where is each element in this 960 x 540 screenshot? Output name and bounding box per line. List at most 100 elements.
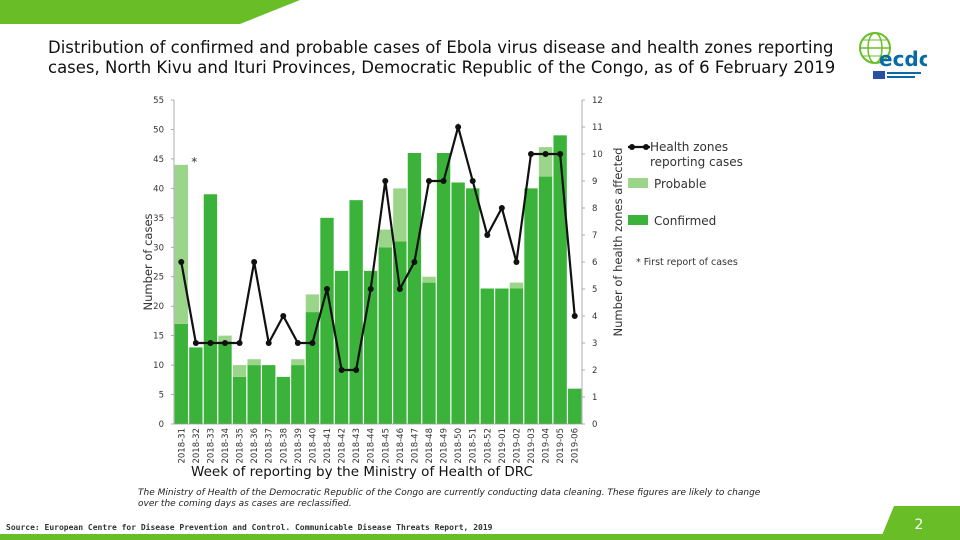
x-tick-label: 2018-51 — [469, 428, 479, 464]
bar-confirmed — [334, 270, 349, 424]
health-zones-point — [309, 340, 316, 346]
health-zones-line — [180, 122, 576, 372]
health-zones-point — [236, 340, 243, 346]
legend-probable-label: Probable — [654, 177, 706, 191]
health-zones-point — [557, 151, 564, 157]
x-tick-label: 2018-39 — [294, 428, 304, 464]
x-tick-label: 2018-36 — [250, 428, 260, 464]
health-zones-point — [498, 205, 505, 211]
health-zones-point — [280, 313, 287, 319]
x-tick-label: 2019-04 — [542, 428, 552, 464]
health-zones-point — [353, 367, 360, 373]
x-tick-label: 2019-01 — [498, 428, 508, 464]
legend-health-zones-label-1: Health zones — [650, 140, 728, 154]
page-corner — [880, 506, 960, 540]
x-tick-label: 2019-03 — [527, 428, 537, 464]
bar-confirmed — [189, 347, 203, 424]
health-zones-point — [207, 340, 214, 346]
health-zones-point — [440, 178, 447, 184]
x-tick-label: 2019-06 — [571, 428, 581, 464]
bottom-bar — [0, 534, 960, 540]
x-tick-label: 2018-33 — [206, 428, 216, 464]
y2-tick-label: 12 — [592, 96, 603, 106]
x-tick-label: 2018-38 — [279, 428, 289, 464]
bar-probable — [393, 188, 407, 242]
bar-confirmed — [305, 312, 320, 424]
y-tick-label: 55 — [153, 96, 164, 106]
bar-probable — [291, 359, 305, 366]
y2-tick-label: 1 — [592, 393, 597, 403]
y-tick-label: 5 — [159, 391, 164, 401]
health-zones-point — [222, 340, 228, 346]
bar-confirmed — [291, 365, 305, 424]
x-tick-label: 2018-48 — [425, 428, 435, 464]
legend-line-point — [643, 144, 649, 150]
y-tick-label: 35 — [153, 214, 164, 224]
page-title: Distribution of confirmed and probable c… — [48, 38, 836, 77]
x-tick-label: 2018-43 — [352, 428, 362, 464]
x-tick-label: 2018-46 — [396, 428, 406, 464]
y-tick-label: 25 — [153, 273, 164, 283]
page-number: 2 — [914, 517, 924, 533]
logo-text: ecdc — [879, 47, 927, 71]
source-citation: Source: European Centre for Disease Prev… — [6, 523, 493, 532]
health-zones-point — [367, 286, 374, 292]
y-tick-label: 15 — [153, 332, 164, 342]
y2-tick-label: 2 — [592, 366, 597, 376]
bar-confirmed — [524, 188, 538, 424]
y2-tick-label: 11 — [592, 123, 603, 133]
bar-confirmed — [349, 200, 363, 424]
y2-tick-label: 0 — [592, 420, 597, 430]
first-report-marker: * — [191, 155, 197, 169]
health-zones-point — [411, 259, 418, 265]
y2-tick-label: 4 — [592, 312, 597, 322]
bar-confirmed — [495, 288, 509, 424]
health-zones-point — [469, 178, 476, 184]
top-decoration — [0, 0, 960, 24]
health-zones-point — [455, 124, 462, 130]
y2-tick-label: 7 — [592, 231, 597, 241]
health-zones-point — [382, 178, 389, 184]
health-zones-point — [324, 286, 330, 292]
bar-confirmed — [262, 365, 276, 424]
x-tick-label: 2018-50 — [454, 428, 464, 464]
health-zones-point — [484, 232, 491, 238]
bar-confirmed — [451, 182, 465, 424]
bar-probable — [509, 282, 524, 289]
bar-confirmed — [203, 194, 218, 424]
health-zones-point — [294, 340, 301, 346]
health-zones-point — [265, 340, 272, 346]
y-tick-label: 50 — [153, 125, 164, 135]
ecdc-logo-icon: ecdc — [855, 26, 931, 86]
x-tick-label: 2018-34 — [221, 428, 231, 464]
bar-confirmed — [466, 188, 480, 424]
bar-confirmed — [568, 388, 582, 424]
legend-probable-swatch — [628, 178, 648, 188]
data-cleaning-note: The Ministry of Health of the Democratic… — [138, 488, 761, 509]
health-zones-point — [513, 259, 520, 265]
bar-confirmed — [422, 282, 436, 424]
bar-confirmed — [393, 241, 407, 424]
y-tick-label: 30 — [153, 243, 164, 253]
x-tick-label: 2018-35 — [236, 428, 246, 464]
bar-confirmed — [276, 376, 290, 424]
legend-first-report-note: * First report of cases — [636, 257, 738, 268]
x-tick-label: 2018-37 — [265, 428, 275, 464]
health-zones-point — [571, 313, 578, 319]
health-zones-point — [178, 259, 185, 265]
y-tick-label: 0 — [159, 420, 164, 430]
bar-confirmed — [247, 365, 261, 424]
y2-tick-label: 10 — [592, 150, 603, 160]
health-zones-point — [396, 286, 403, 292]
x-tick-label: 2018-47 — [410, 428, 420, 464]
health-zones-point — [251, 259, 258, 265]
bar-probable — [232, 365, 247, 377]
bar-probable — [247, 359, 261, 366]
bar-confirmed — [378, 247, 392, 424]
y-tick-label: 20 — [153, 302, 164, 312]
x-tick-label: 2018-49 — [440, 428, 450, 464]
bar-confirmed — [553, 135, 567, 424]
bar-confirmed — [174, 323, 188, 424]
y2-tick-label: 3 — [592, 339, 597, 349]
